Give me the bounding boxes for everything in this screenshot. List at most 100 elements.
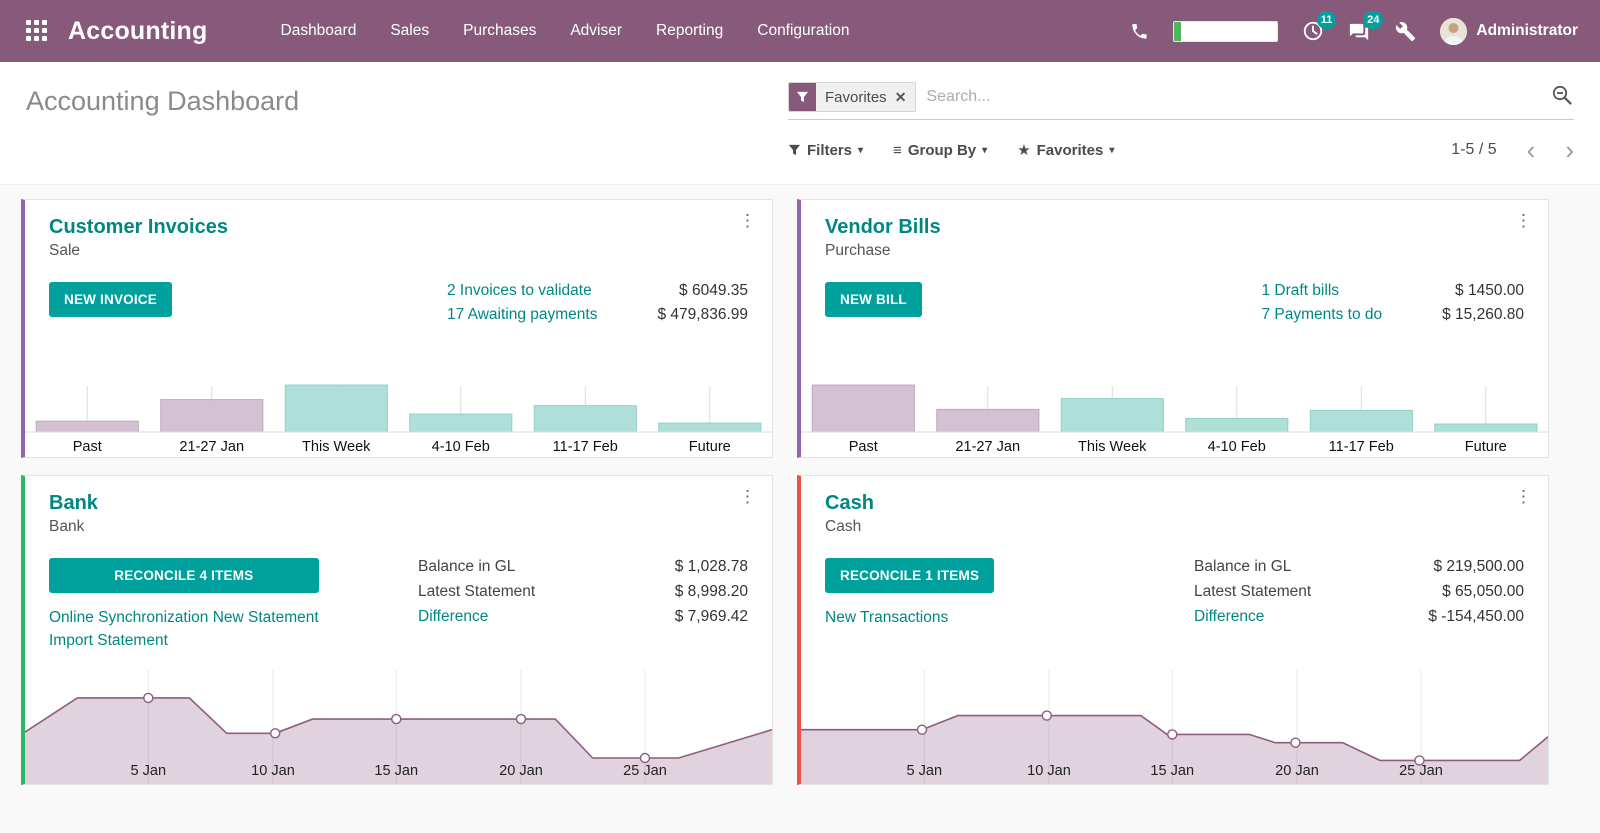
svg-text:Past: Past [849, 439, 878, 455]
difference-link[interactable]: Difference [1194, 608, 1265, 625]
reconcile-items-button[interactable]: RECONCILE 4 ITEMS [49, 558, 319, 593]
difference-link[interactable]: Difference [418, 608, 489, 625]
top-navbar: Accounting Dashboard Sales Purchases Adv… [0, 0, 1600, 62]
pager-previous-icon[interactable]: ‹ [1526, 135, 1536, 165]
kpi-list: 1 Draft bills $ 1450.00 7 Payments to do… [1261, 282, 1524, 324]
menu-purchases[interactable]: Purchases [463, 22, 537, 39]
new-transactions-link[interactable]: New Transactions [825, 609, 949, 626]
cash-balance-line-chart[interactable]: 5 Jan 10 Jan 15 Jan 20 Jan 25 Jan [801, 666, 1548, 784]
activities-icon[interactable]: 11 [1302, 11, 1337, 42]
favorites-button[interactable]: ★ Favorites ▾ [1017, 141, 1115, 160]
timer-progress-bar[interactable] [1173, 20, 1279, 42]
card-cash: ⋮ Cash Cash RECONCILE 1 ITEMS New Transa… [797, 475, 1549, 785]
svg-text:This Week: This Week [302, 439, 371, 455]
balance-in-gl-label: Balance in GL [418, 558, 516, 575]
new-bill-button[interactable]: NEW BILL [825, 282, 922, 317]
user-name: Administrator [1476, 22, 1578, 39]
facet-remove-icon[interactable]: ✕ [894, 88, 907, 105]
caret-icon: ▾ [858, 144, 864, 156]
card-bank: ⋮ Bank Bank RECONCILE 4 ITEMS Online Syn… [21, 475, 773, 785]
card-customer-invoices: ⋮ Customer Invoices Sale NEW INVOICE 2 I… [21, 199, 773, 458]
difference-value: $ 7,969.42 [674, 608, 748, 625]
draft-bills-link[interactable]: 1 Draft bills [1261, 282, 1340, 299]
card-subtitle: Purchase [825, 242, 891, 259]
user-avatar [1440, 17, 1468, 45]
grid-icon [26, 20, 47, 41]
star-icon: ★ [1017, 142, 1031, 159]
bank-balance-line-chart[interactable]: 5 Jan 10 Jan 15 Jan 20 Jan 25 Jan [25, 666, 772, 784]
kpi-list: 2 Invoices to validate $ 6049.35 17 Awai… [447, 282, 748, 324]
tools-icon[interactable] [1395, 21, 1416, 42]
card-menu-icon[interactable]: ⋮ [739, 211, 756, 230]
new-invoice-button[interactable]: NEW INVOICE [49, 282, 172, 317]
customer-invoices-bar-chart[interactable]: Past 21-27 Jan This Week 4-10 Feb 11-17 Feb F… [25, 379, 772, 457]
balance-in-gl-label: Balance in GL [1194, 558, 1292, 575]
timer-progress-fill [1174, 21, 1182, 41]
latest-statement-value: $ 8,998.20 [674, 583, 748, 600]
search-bar: Favorites ✕ [788, 82, 1574, 120]
menu-configuration[interactable]: Configuration [757, 22, 850, 39]
svg-text:Future: Future [689, 439, 731, 455]
balance-in-gl-value: $ 219,500.00 [1433, 558, 1524, 575]
reconcile-items-button[interactable]: RECONCILE 1 ITEMS [825, 558, 995, 593]
svg-text:4-10 Feb: 4-10 Feb [432, 439, 490, 455]
latest-statement-value: $ 65,050.00 [1442, 583, 1524, 600]
navbar-systray: 11 24 Administrator [1130, 10, 1578, 45]
svg-text:Past: Past [73, 439, 102, 455]
pager: 1-5 / 5 ‹ › [1451, 135, 1574, 165]
pager-next-icon[interactable]: › [1565, 135, 1574, 165]
awaiting-payments-link[interactable]: 17 Awaiting payments [446, 306, 598, 323]
journal-dashboard-grid: ⋮ Customer Invoices Sale NEW INVOICE 2 I… [0, 185, 1600, 785]
messages-badge: 24 [1363, 10, 1384, 29]
payments-to-do-link[interactable]: 7 Payments to do [1261, 306, 1383, 323]
card-title[interactable]: Vendor Bills [825, 216, 941, 238]
card-subtitle: Bank [49, 518, 85, 535]
phone-icon[interactable] [1130, 22, 1149, 41]
apps-menu-icon[interactable] [22, 16, 52, 46]
menu-reporting[interactable]: Reporting [656, 22, 724, 39]
app-title[interactable]: Accounting [68, 16, 208, 45]
avatar-image [1440, 17, 1468, 45]
svg-text:20 Jan: 20 Jan [499, 763, 543, 779]
svg-text:This Week: This Week [1078, 439, 1147, 455]
search-input[interactable] [916, 84, 1550, 110]
card-title[interactable]: Customer Invoices [49, 216, 228, 238]
pager-count: 1-5 / 5 [1451, 141, 1497, 158]
group-by-icon: ≡ [893, 141, 902, 159]
card-title[interactable]: Bank [49, 492, 98, 514]
svg-text:Future: Future [1465, 439, 1507, 455]
payments-to-do-amount: $ 15,260.80 [1442, 306, 1524, 323]
online-sync-new-statement-link[interactable]: Online Synchronization New Statement [49, 609, 319, 626]
draft-bills-amount: $ 1450.00 [1455, 282, 1524, 299]
menu-adviser[interactable]: Adviser [570, 22, 623, 39]
messages-icon[interactable]: 24 [1348, 10, 1384, 43]
search-magnifier-icon[interactable] [1550, 83, 1574, 112]
svg-text:4-10 Feb: 4-10 Feb [1208, 439, 1266, 455]
group-by-button[interactable]: ≡ Group By ▾ [893, 141, 988, 159]
user-menu[interactable]: Administrator [1440, 17, 1578, 45]
caret-icon: ▾ [1109, 144, 1115, 156]
svg-text:10 Jan: 10 Jan [251, 763, 295, 779]
latest-statement-label: Latest Statement [418, 583, 536, 600]
svg-text:21-27 Jan: 21-27 Jan [179, 439, 244, 455]
menu-dashboard[interactable]: Dashboard [280, 22, 357, 39]
invoices-to-validate-link[interactable]: 2 Invoices to validate [446, 282, 592, 299]
svg-text:25 Jan: 25 Jan [1399, 763, 1443, 779]
clock-icon [1304, 21, 1323, 41]
card-menu-icon[interactable]: ⋮ [739, 487, 756, 506]
card-title[interactable]: Cash [825, 492, 874, 514]
filters-button[interactable]: Filters ▾ [788, 142, 863, 159]
card-menu-icon[interactable]: ⋮ [1515, 211, 1532, 230]
search-facet-favorites[interactable]: Favorites ✕ [788, 82, 917, 112]
vendor-bills-bar-chart[interactable]: Past 21-27 Jan This Week 4-10 Feb 11-17 Feb F… [801, 379, 1548, 457]
svg-text:5 Jan: 5 Jan [131, 763, 167, 779]
import-statement-link[interactable]: Import Statement [49, 632, 168, 649]
card-subtitle: Cash [825, 518, 862, 535]
card-menu-icon[interactable]: ⋮ [1515, 487, 1532, 506]
filter-icon [788, 144, 801, 155]
page-title: Accounting Dashboard [26, 86, 300, 116]
menu-sales[interactable]: Sales [390, 22, 430, 39]
awaiting-payments-amount: $ 479,836.99 [657, 306, 748, 323]
latest-statement-label: Latest Statement [1194, 583, 1312, 600]
svg-text:25 Jan: 25 Jan [623, 763, 667, 779]
